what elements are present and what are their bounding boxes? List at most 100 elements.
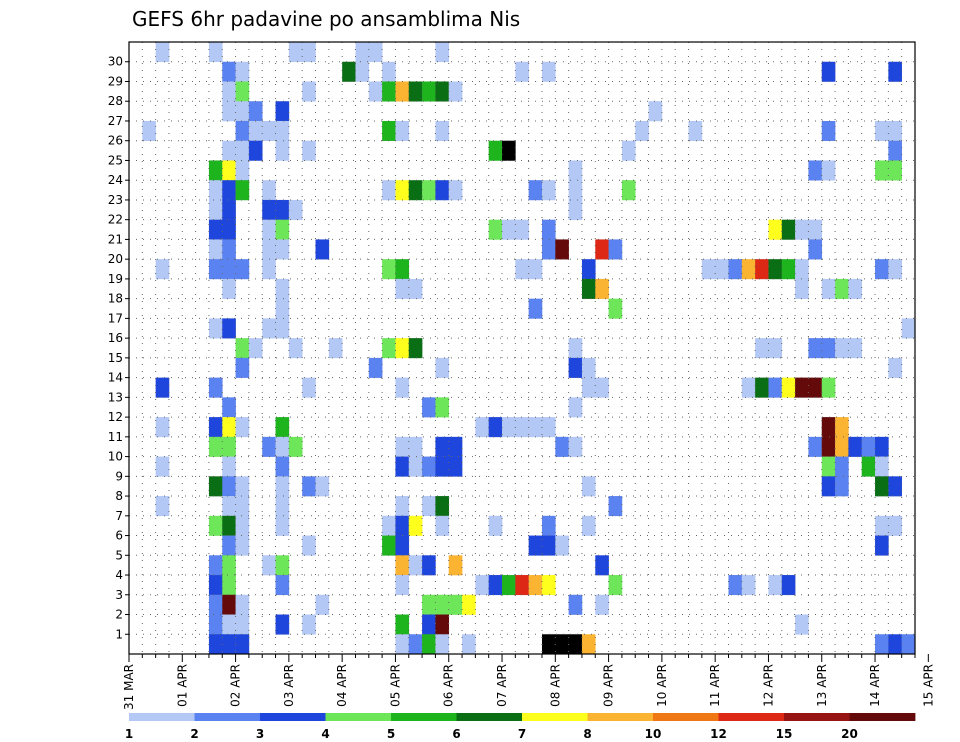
heatmap-cell — [395, 278, 410, 299]
heatmap-cell — [462, 634, 476, 655]
heatmap-cell — [235, 140, 250, 161]
heatmap-cell — [422, 496, 436, 517]
heatmap-cell — [222, 239, 236, 260]
heatmap-cell — [635, 120, 649, 142]
heatmap-cell — [568, 594, 583, 615]
heatmap-cell — [808, 377, 823, 398]
heatmap-cell — [475, 575, 489, 596]
y-tick-label: 15 — [108, 351, 123, 365]
heatmap-cell — [262, 239, 276, 260]
heatmap-cell — [835, 456, 849, 477]
heatmap-cell — [382, 515, 396, 536]
legend-label: 3 — [256, 727, 264, 741]
heatmap-cell — [395, 338, 410, 359]
heatmap-cell — [222, 160, 236, 181]
y-tick-label: 5 — [115, 548, 123, 562]
heatmap-cell — [288, 338, 303, 359]
heatmap-cell — [222, 614, 236, 635]
heatmap-cell — [448, 436, 463, 457]
heatmap-cell — [275, 101, 290, 122]
y-tick-label: 9 — [115, 469, 123, 483]
heatmap-cell — [222, 436, 236, 457]
heatmap-cell — [155, 456, 170, 477]
x-tick-label: 08 APR — [548, 664, 562, 707]
legend-swatch — [587, 713, 654, 721]
heatmap-cell — [422, 456, 436, 477]
heatmap-cell — [248, 120, 263, 142]
heatmap-cell — [888, 160, 902, 181]
heatmap-cell — [528, 535, 543, 556]
heatmap-cell — [302, 42, 316, 63]
legend-label: 12 — [710, 727, 727, 741]
heatmap-cell — [581, 476, 596, 497]
heatmap-cell — [875, 634, 889, 655]
heatmap-cell — [222, 456, 236, 477]
heatmap-cell — [395, 180, 410, 201]
x-tick-label: 06 APR — [442, 664, 456, 707]
heatmap-cell — [821, 338, 836, 359]
heatmap-cell — [302, 614, 316, 635]
heatmap-cell — [795, 614, 809, 635]
heatmap-cell — [235, 535, 250, 556]
heatmap-cell — [808, 436, 823, 457]
heatmap-cell — [595, 555, 609, 576]
heatmap-cell — [235, 259, 250, 280]
heatmap-cell — [435, 42, 450, 63]
legend-label: 8 — [583, 727, 591, 741]
heatmap-cell — [435, 120, 450, 142]
heatmap-cell — [435, 357, 450, 378]
heatmap-cell — [608, 575, 623, 596]
heatmap-cell — [835, 436, 849, 457]
heatmap-cell — [422, 614, 436, 635]
heatmap-cell — [795, 259, 809, 280]
heatmap-cell — [875, 476, 889, 497]
heatmap-cell — [222, 140, 236, 161]
heatmap-cell — [368, 42, 383, 63]
heatmap-cell — [888, 259, 902, 280]
heatmap-cell — [515, 259, 529, 280]
heatmap-cell — [821, 278, 836, 299]
legend-label: 20 — [841, 727, 858, 741]
heatmap-cell — [808, 160, 823, 181]
heatmap-cell — [568, 634, 583, 655]
y-tick-label: 22 — [108, 213, 123, 227]
legend-label: 10 — [645, 727, 662, 741]
heatmap-cell — [768, 338, 783, 359]
legend-label: 5 — [387, 727, 395, 741]
heatmap-cell — [208, 594, 223, 615]
chart-title: GEFS 6hr padavine po ansamblima Nis — [132, 7, 520, 31]
heatmap-cell — [408, 338, 423, 359]
heatmap-cell — [208, 417, 223, 438]
heatmap-cell — [275, 614, 290, 635]
x-tick-labels: 31 MAR 01 APR 02 APR 03 APR 04 APR 05 APR 06 A… — [122, 664, 935, 710]
heatmap-cell — [262, 436, 276, 457]
y-tick-label: 25 — [108, 153, 123, 167]
heatmap-cell — [875, 436, 889, 457]
heatmap-cell — [328, 338, 343, 359]
heatmap-cell — [395, 377, 410, 398]
legend-label: 6 — [452, 727, 460, 741]
heatmap-cell — [222, 634, 236, 655]
heatmap-cell — [621, 180, 636, 201]
heatmap-cell — [768, 219, 783, 240]
legend-swatch — [456, 713, 523, 721]
heatmap-cell — [701, 259, 716, 280]
heatmap-cell — [275, 575, 290, 596]
plot-frame — [128, 41, 916, 655]
heatmap-cell — [208, 219, 223, 240]
heatmap-cell — [435, 594, 450, 615]
heatmap-cell — [235, 594, 250, 615]
heatmap-cell — [435, 614, 450, 635]
heatmap-cell — [768, 377, 783, 398]
x-tick-label: 14 APR — [868, 664, 882, 707]
heatmap-cell — [435, 81, 450, 102]
heatmap-cell — [848, 436, 863, 457]
heatmap-cell — [315, 476, 330, 497]
color-legend: 1 2 3 4 5 6 7 8 10 12 15 20 — [125, 713, 916, 741]
heatmap-cell — [408, 81, 423, 102]
x-tick-label: 15 APR — [921, 664, 935, 707]
heatmap-cell — [155, 259, 170, 280]
y-tick-label: 21 — [108, 232, 123, 246]
heatmap-cell — [861, 456, 876, 477]
legend-swatch — [784, 713, 850, 721]
